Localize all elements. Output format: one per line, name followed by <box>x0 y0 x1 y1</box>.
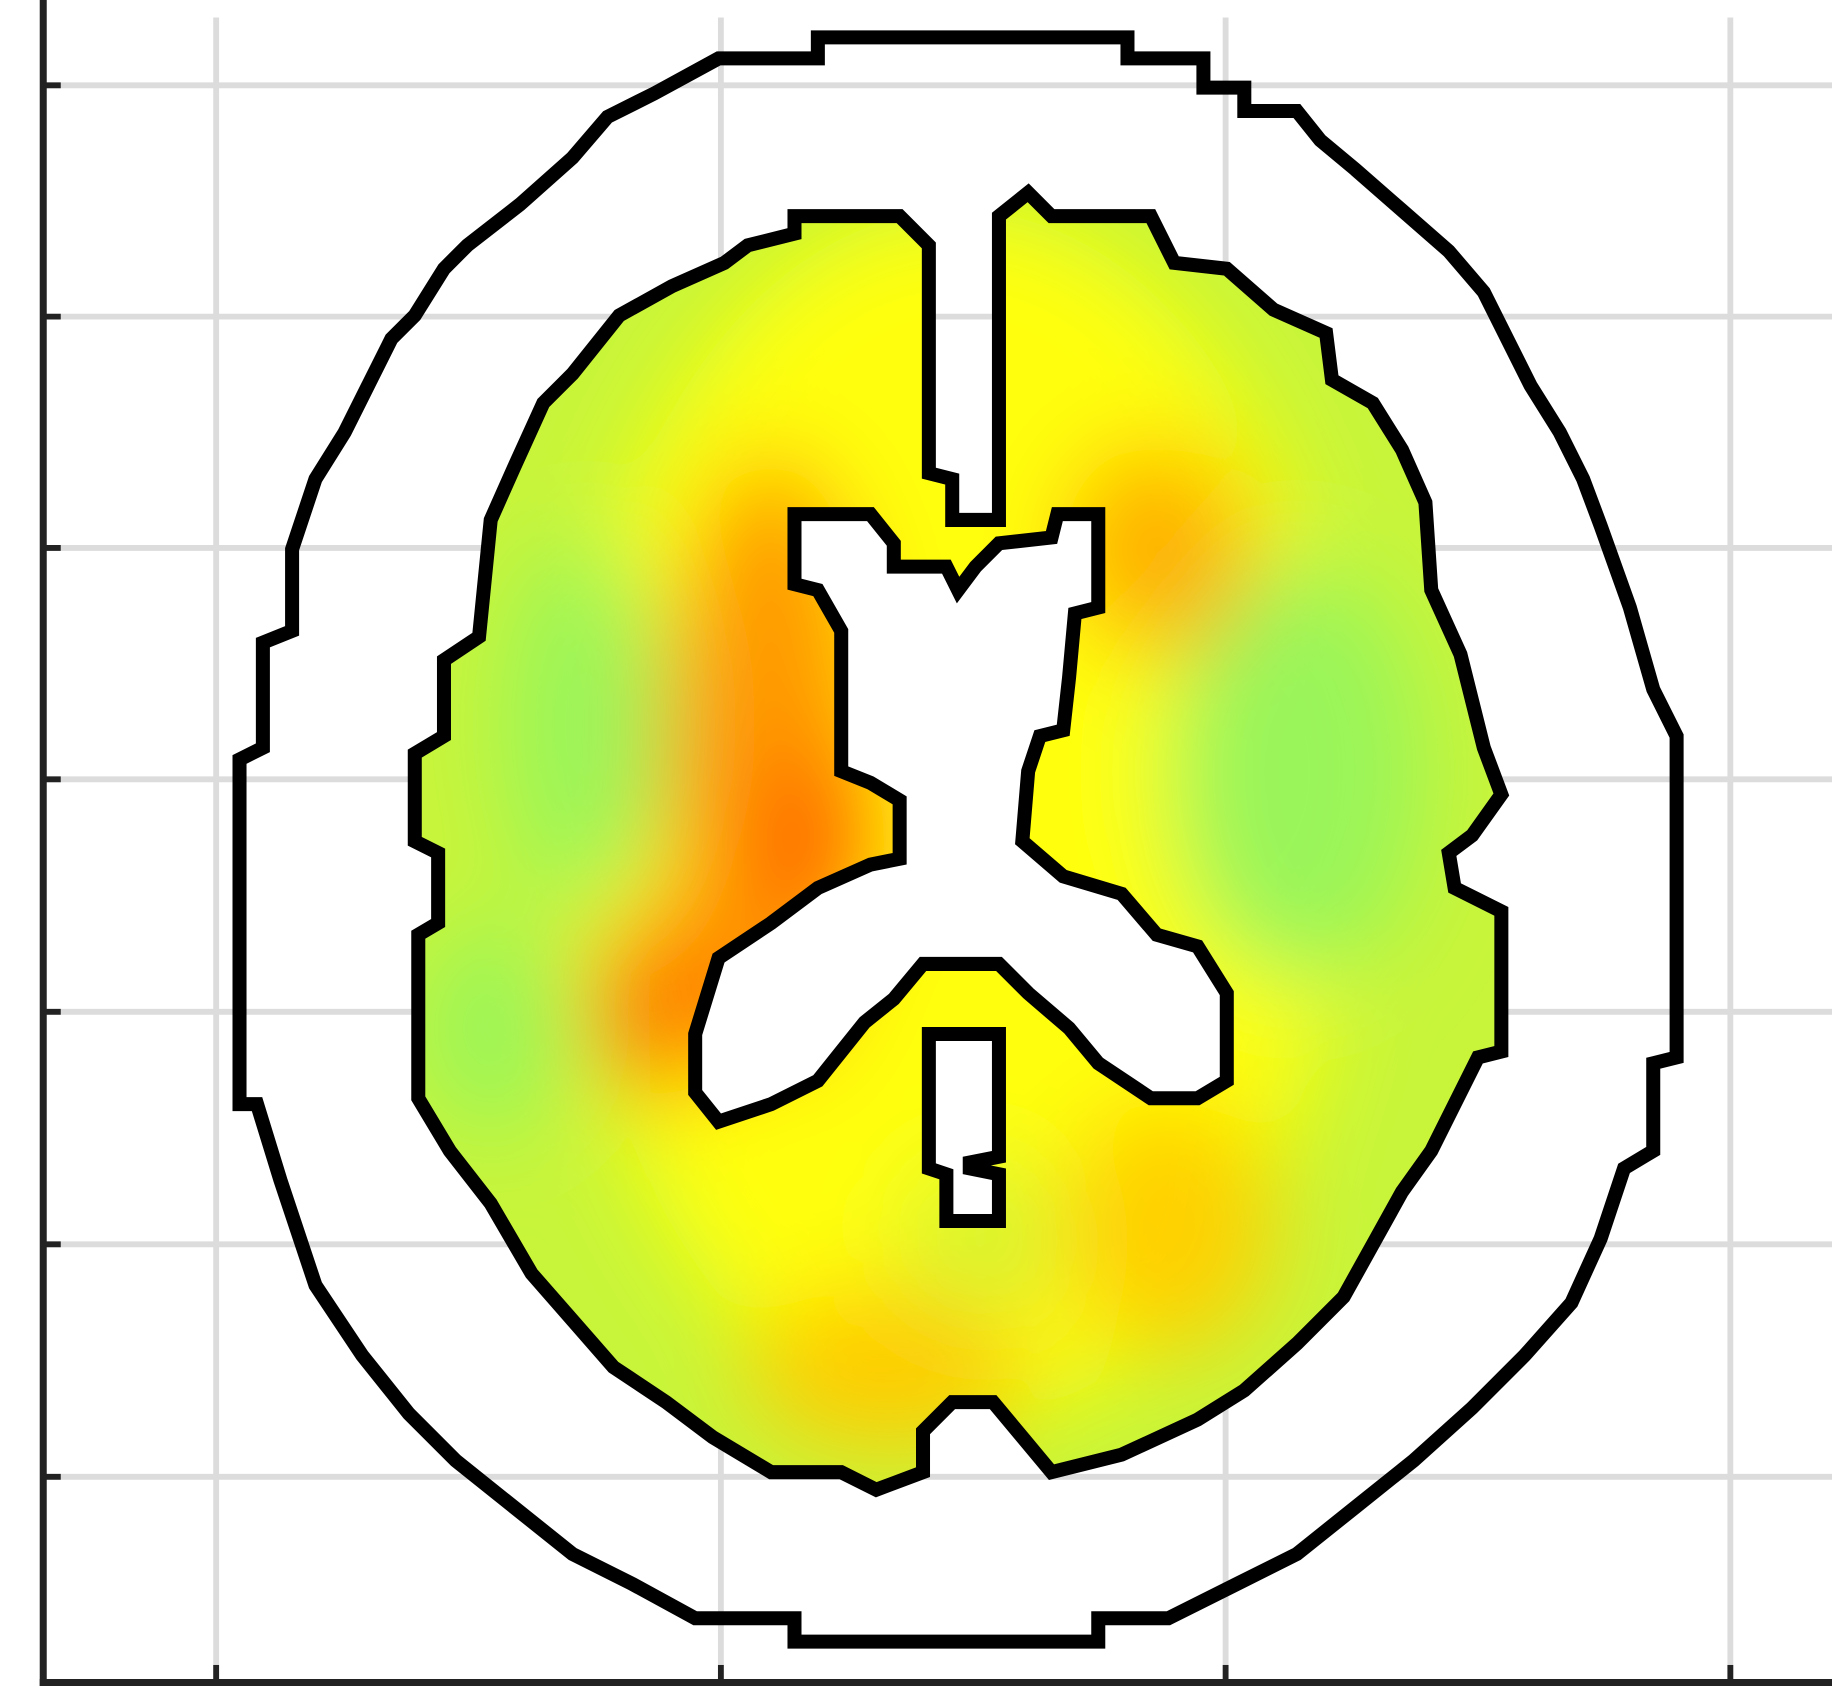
posterior-ventricle <box>921 1027 1006 1228</box>
axes <box>39 0 1832 1686</box>
head-outline <box>232 30 1684 1649</box>
outlines <box>232 30 1684 1649</box>
ventricles <box>688 507 1234 1130</box>
